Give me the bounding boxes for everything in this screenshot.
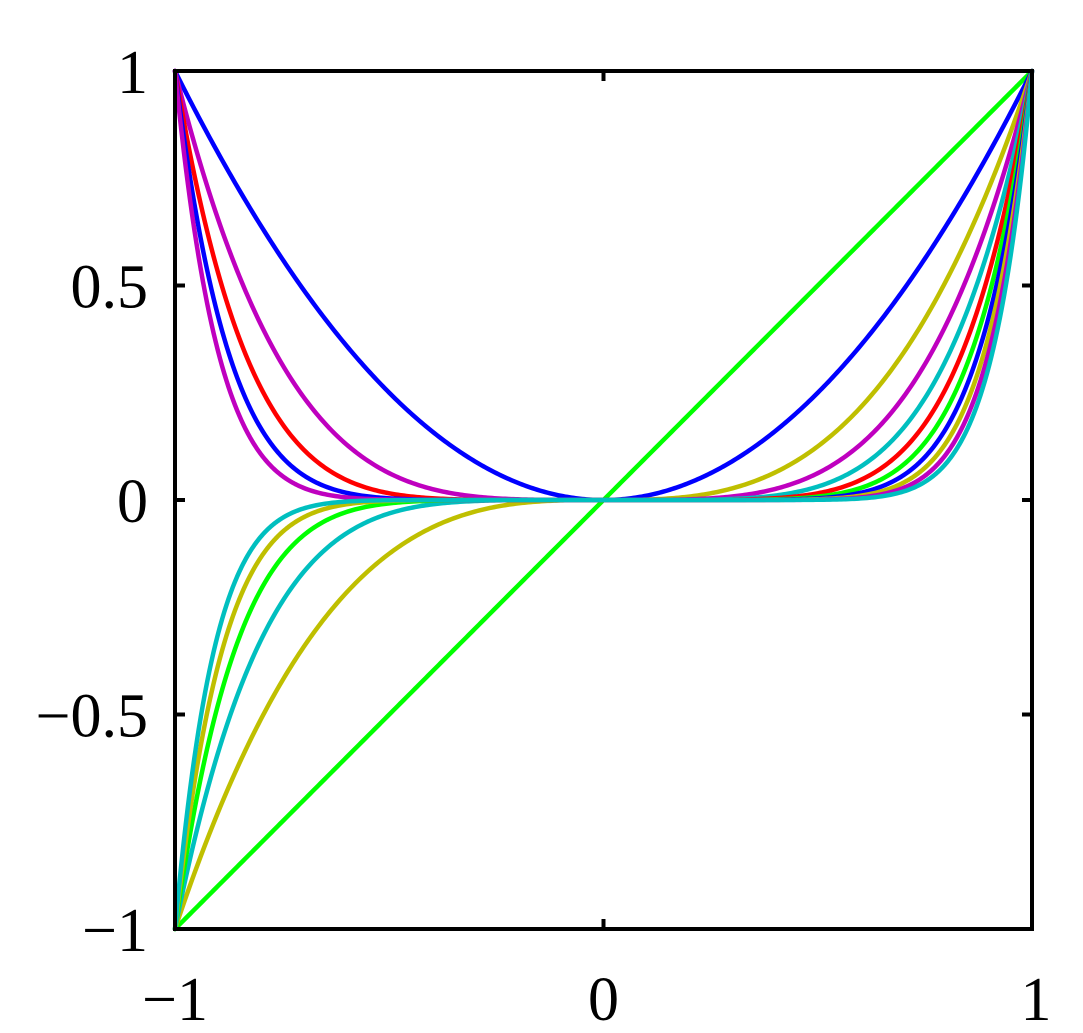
x-tick-labels: −1 0 1 — [142, 966, 1051, 1033]
series-line-n10 — [172, 68, 1035, 503]
x-tick-label: 0 — [588, 966, 619, 1033]
series-line-n6 — [172, 68, 1035, 503]
x-tick-label: −1 — [142, 966, 208, 1033]
y-tick-label: 1 — [117, 39, 148, 107]
series-line-n11 — [172, 68, 1035, 932]
y-tick-label: 0.5 — [71, 254, 149, 322]
series-line-n8 — [172, 68, 1035, 503]
series-lines — [172, 68, 1035, 932]
y-tick-label: −0.5 — [36, 683, 148, 751]
y-tick-labels: −1 −0.5 0 0.5 1 — [36, 39, 148, 965]
y-tick-label: 0 — [117, 468, 148, 536]
series-line-n2 — [172, 68, 1035, 503]
x-tick-label: 1 — [1021, 966, 1052, 1033]
series-line-n4 — [172, 68, 1035, 503]
tick-marks — [173, 69, 1034, 931]
y-tick-label: −1 — [82, 897, 148, 965]
